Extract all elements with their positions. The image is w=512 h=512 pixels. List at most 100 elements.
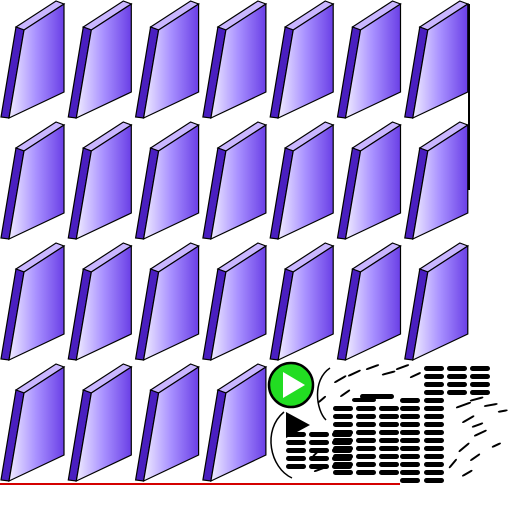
domino-tile[interactable] [336,0,402,120]
domino-tile[interactable] [404,121,470,241]
pile-dash [333,454,353,459]
tile-face [277,2,334,120]
tile-face [75,244,132,362]
play-button[interactable] [267,361,315,409]
pile-dash [309,432,329,437]
domino-tile[interactable] [404,0,470,120]
domino-tile[interactable] [0,0,66,120]
pile-dash [360,394,394,399]
domino-tile[interactable] [202,0,268,120]
pile-dash [424,454,444,459]
tile-face [8,2,65,120]
domino-tile[interactable] [336,121,402,241]
pile-dash [379,438,399,443]
pile-dash [379,470,399,475]
pile-dash [400,446,420,451]
domino-tile[interactable] [134,0,200,120]
pile-dash [400,470,420,475]
pile-dash [447,374,467,379]
domino-tile[interactable] [134,363,200,483]
pile-dash [424,478,444,483]
pile-dash [318,395,326,403]
domino-tile[interactable] [269,242,335,362]
pile-dash [286,440,306,445]
pile-dash [381,370,396,376]
pile-dash [356,430,376,435]
pile-dash [470,390,490,395]
pile-dash [356,462,376,467]
pile-dash [424,366,444,371]
pile-dash [356,454,376,459]
domino-tile[interactable] [202,363,268,483]
domino-tile[interactable] [269,0,335,120]
pile-dash [400,398,420,403]
pile-dash [447,382,467,387]
domino-pile-icon [286,364,508,483]
domino-tile[interactable] [67,363,133,483]
tile-face [75,365,132,483]
domino-tile[interactable] [0,242,66,362]
domino-tile[interactable] [336,242,402,362]
pile-dash [333,462,353,467]
pile-dash [313,466,328,472]
tile-face [210,123,267,241]
pile-dash [379,462,399,467]
pile-dash [286,448,306,453]
pile-dash [447,390,467,395]
pile-dash [424,470,444,475]
domino-tile[interactable] [0,121,66,241]
swirl-arc-upper [316,367,331,421]
pile-dash [424,422,444,427]
domino-tile[interactable] [404,242,470,362]
domino-tile[interactable] [202,121,268,241]
pile-dash [340,389,351,397]
pile-dash [395,364,410,370]
pile-dash [424,430,444,435]
pile-dash [379,422,399,427]
pile-dash [333,470,353,475]
domino-tile[interactable] [134,242,200,362]
pile-dash [400,406,420,411]
pile-dash [424,438,444,443]
pile-dash [352,398,376,402]
pile-dash [379,414,399,419]
pile-dash [447,366,467,371]
pile-dash [333,406,353,411]
tile-face [8,244,65,362]
pile-dash [424,446,444,451]
tile-face [142,2,200,120]
pile-dash [473,429,487,437]
pile-dash [334,375,347,383]
pile-dash [400,414,420,419]
tile-face [412,2,469,120]
pile-dash [424,398,444,403]
domino-tile[interactable] [202,242,268,362]
pile-dash [448,458,457,469]
pile-dash [286,464,306,469]
domino-tile[interactable] [67,0,133,120]
pile-dash [424,406,444,411]
pile-dash [356,414,376,419]
pile-dash [400,438,420,443]
pile-dash [309,440,329,445]
pile-dash [424,390,444,395]
pile-dash [333,438,353,443]
pile-dash [312,449,320,458]
pile-dash [461,469,473,477]
tile-face [277,123,334,241]
pile-dash [286,456,306,461]
domino-tile[interactable] [269,121,335,241]
pile-dash [379,446,399,451]
pile-dash [483,403,498,407]
pile-dash [356,406,376,411]
pile-dash [356,438,376,443]
pile-dash [356,422,376,427]
domino-tile[interactable] [67,121,133,241]
domino-tile[interactable] [0,363,66,483]
pile-dash [333,422,353,427]
pile-dash [333,414,353,419]
domino-tile[interactable] [67,242,133,362]
tile-face [412,123,469,241]
domino-tile[interactable] [134,121,200,241]
